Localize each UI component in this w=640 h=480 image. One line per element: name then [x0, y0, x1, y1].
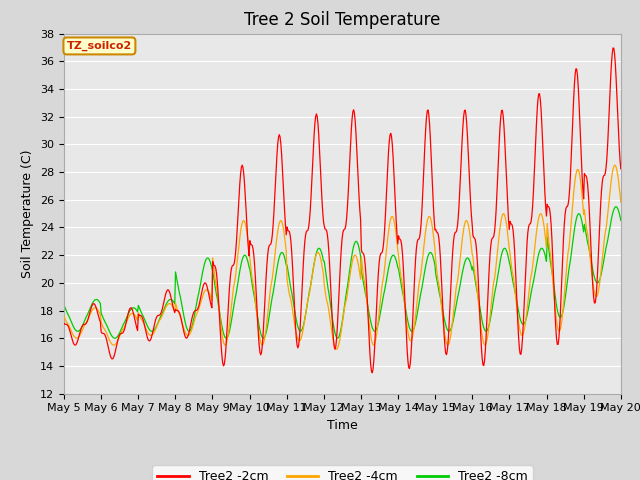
Tree2 -8cm: [111, 336, 119, 341]
Line: Tree2 -4cm: Tree2 -4cm: [64, 165, 621, 349]
Text: TZ_soilco2: TZ_soilco2: [67, 41, 132, 51]
Tree2 -4cm: [333, 347, 340, 352]
Tree2 -4cm: [184, 333, 192, 338]
Tree2 -2cm: [609, 45, 617, 51]
Tree2 -4cm: [214, 290, 221, 296]
Tree2 -4cm: [611, 162, 618, 168]
Tree2 -8cm: [411, 323, 419, 328]
Tree2 -2cm: [70, 341, 78, 347]
Tree2 -2cm: [369, 370, 376, 376]
Tree2 -2cm: [214, 279, 221, 285]
Line: Tree2 -8cm: Tree2 -8cm: [64, 207, 621, 338]
X-axis label: Time: Time: [327, 419, 358, 432]
Tree2 -8cm: [70, 325, 78, 331]
Tree2 -4cm: [617, 199, 625, 205]
Tree2 -4cm: [60, 313, 68, 319]
Y-axis label: Soil Temperature (C): Soil Temperature (C): [22, 149, 35, 278]
Tree2 -8cm: [60, 302, 68, 308]
Tree2 -8cm: [612, 204, 620, 210]
Tree2 -8cm: [185, 328, 193, 334]
Tree2 -2cm: [428, 150, 435, 156]
Tree2 -8cm: [128, 305, 136, 311]
Tree2 -2cm: [60, 320, 68, 326]
Tree2 -4cm: [428, 217, 435, 223]
Tree2 -4cm: [127, 311, 135, 316]
Title: Tree 2 Soil Temperature: Tree 2 Soil Temperature: [244, 11, 440, 29]
Tree2 -4cm: [70, 334, 78, 339]
Tree2 -8cm: [428, 250, 435, 255]
Legend: Tree2 -2cm, Tree2 -4cm, Tree2 -8cm: Tree2 -2cm, Tree2 -4cm, Tree2 -8cm: [152, 465, 532, 480]
Tree2 -4cm: [411, 320, 419, 325]
Tree2 -8cm: [617, 217, 625, 223]
Tree2 -8cm: [214, 300, 222, 306]
Tree2 -2cm: [411, 270, 419, 276]
Tree2 -2cm: [127, 305, 135, 311]
Tree2 -2cm: [184, 334, 192, 339]
Tree2 -2cm: [617, 166, 625, 172]
Line: Tree2 -2cm: Tree2 -2cm: [64, 48, 621, 373]
